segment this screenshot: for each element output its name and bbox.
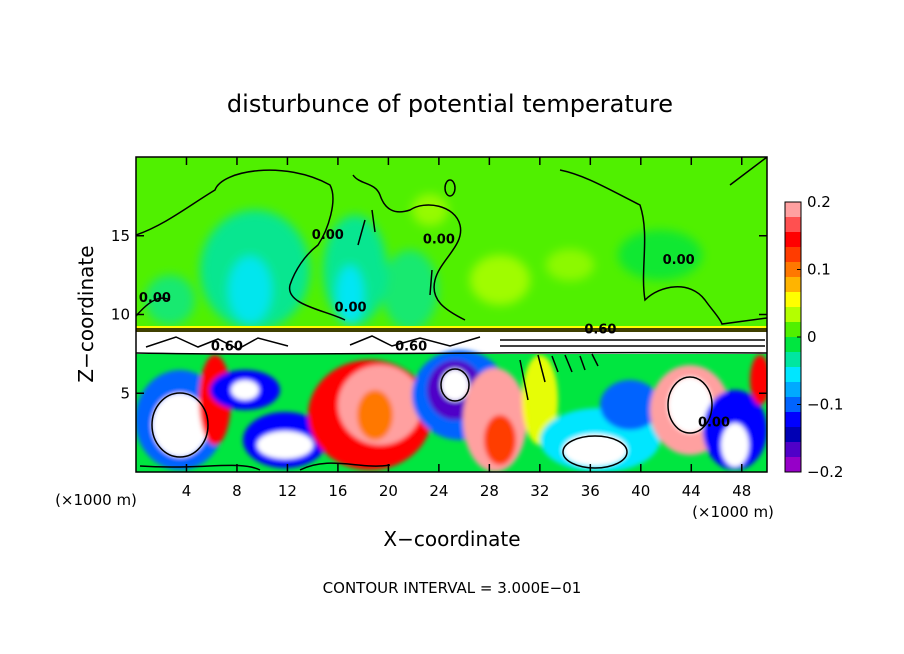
- contour-label: 0.60: [211, 340, 243, 355]
- colorbar-swatch: [785, 337, 801, 353]
- y-tick-label: 5: [120, 384, 130, 402]
- colorbar-tick-label: 0: [807, 328, 817, 346]
- x-axis-label: X−coordinate: [383, 527, 520, 551]
- y-tick-label: 10: [111, 306, 130, 324]
- x-tick-label: 44: [682, 482, 701, 500]
- contour-labels: 0.00 0.00 0.00 0.00 0.00 0.60 0.60 0.60 0.00: [139, 228, 730, 430]
- colorbar-swatch: [785, 307, 801, 323]
- colorbar-tick-label: −0.1: [807, 396, 843, 414]
- colorbar-swatch: [785, 292, 801, 308]
- contour-lines: [136, 157, 767, 471]
- inversion-band: [136, 332, 767, 354]
- colorbar-swatch: [785, 217, 801, 233]
- contour-label: 0.00: [312, 228, 344, 243]
- colorbar-tick-label: 0.1: [807, 261, 831, 279]
- plot-area: 0.00 0.00 0.00 0.00 0.00 0.60 0.60 0.60 0.00: [136, 157, 767, 472]
- contour-label: 0.60: [395, 340, 427, 355]
- upper-anomalies: [145, 194, 702, 330]
- x-unit-right: (×1000 m): [692, 503, 774, 521]
- colorbar-swatch: [785, 232, 801, 248]
- contour-label: 0.00: [423, 233, 455, 248]
- colorbar-tick-label: 0.2: [807, 193, 831, 211]
- y-axis-label: Z−coordinate: [74, 245, 98, 382]
- colorbar-swatch: [785, 322, 801, 338]
- colorbar-swatch: [785, 427, 801, 443]
- colorbar-swatch: [785, 262, 801, 278]
- x-tick-label: 24: [429, 482, 448, 500]
- contour-label: 0.00: [663, 253, 695, 268]
- colorbar-swatch: [785, 247, 801, 263]
- colorbar-swatch: [785, 412, 801, 428]
- y-tick-label: 15: [111, 227, 130, 245]
- y-axis: 5 10 15: [111, 227, 767, 402]
- x-tick-label: 16: [328, 482, 347, 500]
- x-tick-label: 40: [631, 482, 650, 500]
- x-tick-label: 48: [732, 482, 751, 500]
- x-tick-label: 32: [530, 482, 549, 500]
- x-axis: 4 8 12 16 20 24 28 32 36 40 44 48: [182, 157, 751, 500]
- chart-title: disturbunce of potential temperature: [227, 90, 673, 118]
- colorbar-swatch: [785, 202, 801, 218]
- x-tick-label: 4: [182, 482, 192, 500]
- x-tick-label: 28: [480, 482, 499, 500]
- x-tick-label: 8: [232, 482, 242, 500]
- colorbar-swatch: [785, 367, 801, 383]
- colorbar-swatch: [785, 457, 801, 473]
- colorbar-swatch: [785, 442, 801, 458]
- x-unit-left: (×1000 m): [55, 491, 137, 509]
- contour-label: 0.60: [584, 322, 616, 337]
- x-tick-label: 36: [581, 482, 600, 500]
- colorbar-swatch: [785, 382, 801, 398]
- contour-label: 0.00: [335, 300, 367, 315]
- colorbar-swatch: [785, 277, 801, 293]
- x-tick-label: 12: [278, 482, 297, 500]
- contour-label: 0.00: [698, 415, 730, 430]
- x-tick-label: 20: [379, 482, 398, 500]
- colorbar-swatch: [785, 352, 801, 368]
- colorbar-tick-label: −0.2: [807, 463, 843, 481]
- contour-interval: CONTOUR INTERVAL = 3.000E−01: [323, 579, 582, 597]
- colorbar: 0.2 0.1 0 −0.1 −0.2: [784, 193, 843, 481]
- contour-label: 0.00: [139, 291, 171, 306]
- colorbar-swatch: [785, 397, 801, 413]
